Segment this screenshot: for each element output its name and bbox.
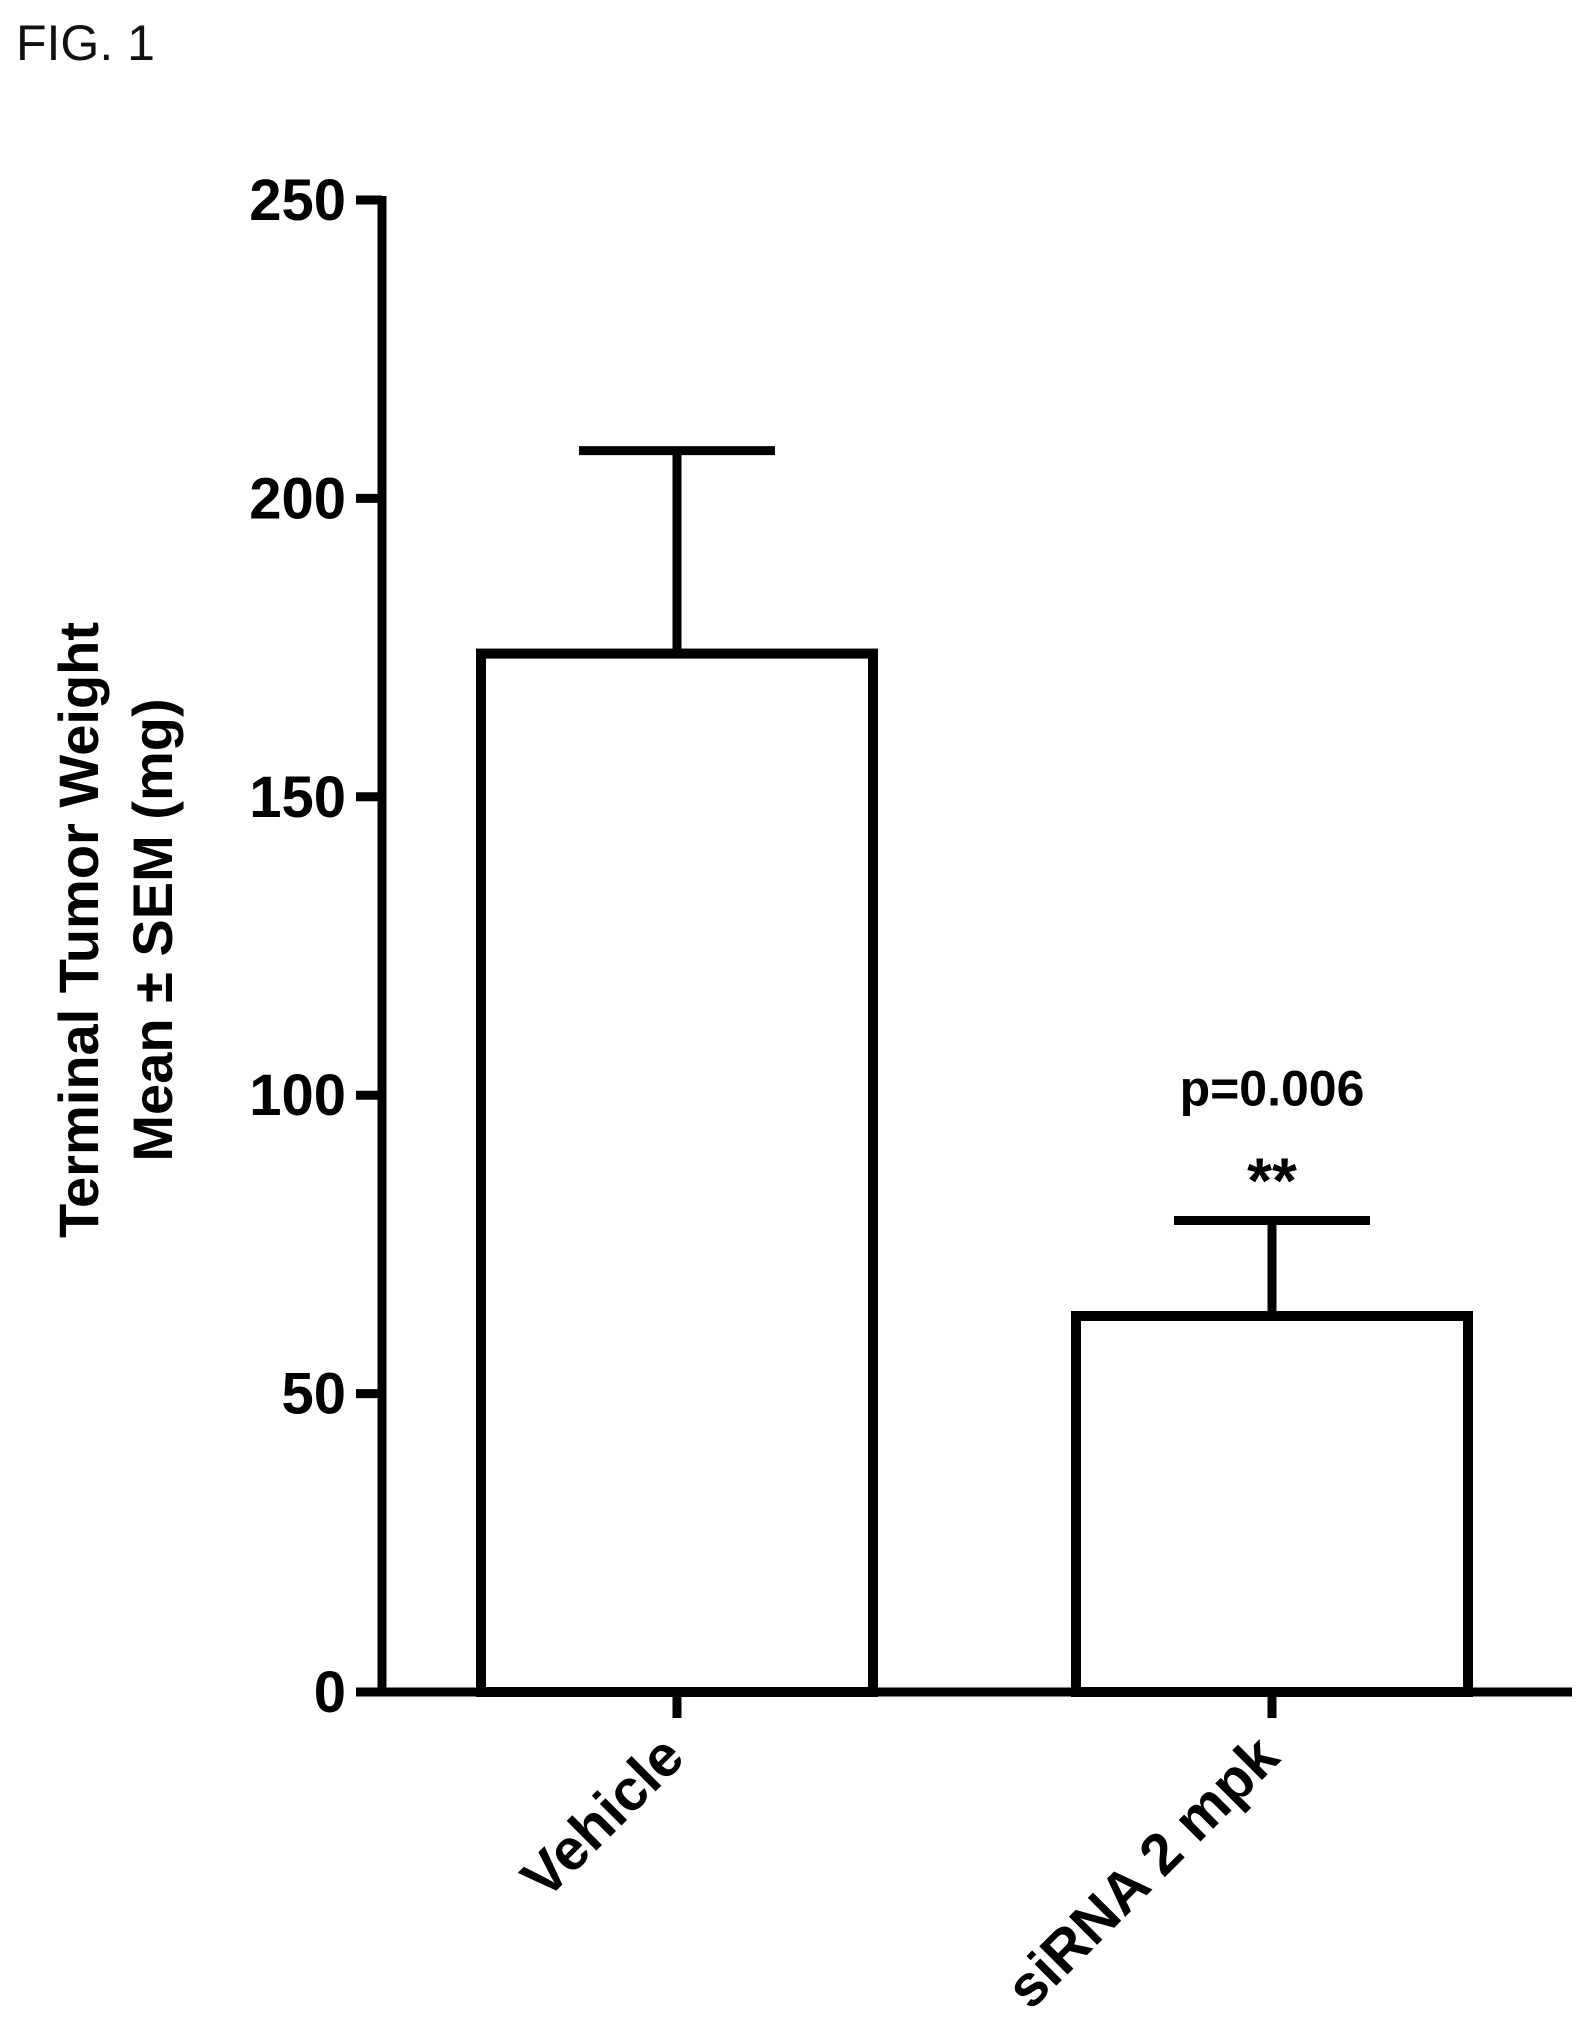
p-value-label: p=0.006 [1180,1061,1365,1117]
y-tick-label: 50 [281,1362,346,1427]
y-tick-label: 150 [249,765,346,830]
y-axis-label-line1: Terminal Tumor Weight [47,622,110,1238]
y-tick-label: 200 [249,466,346,531]
annotations: ** p=0.006 [1180,1061,1365,1217]
significance-stars: ** [1247,1145,1297,1217]
x-axis: Vehicle siRNA 2 mpk [378,1692,1572,2021]
y-axis: 0 50 100 150 200 250 [249,168,382,1725]
bar-2 [1076,1316,1468,1692]
y-tick-label: 100 [249,1063,346,1128]
y-tick-label: 250 [249,168,346,233]
x-tick-label: siRNA 2 mpk [994,1723,1292,2021]
x-tick-label: Vehicle [509,1723,696,1910]
y-tick-label: 0 [314,1660,346,1725]
bar-1 [481,654,873,1692]
y-axis-label-line2: Mean ± SEM (mg) [121,698,184,1161]
